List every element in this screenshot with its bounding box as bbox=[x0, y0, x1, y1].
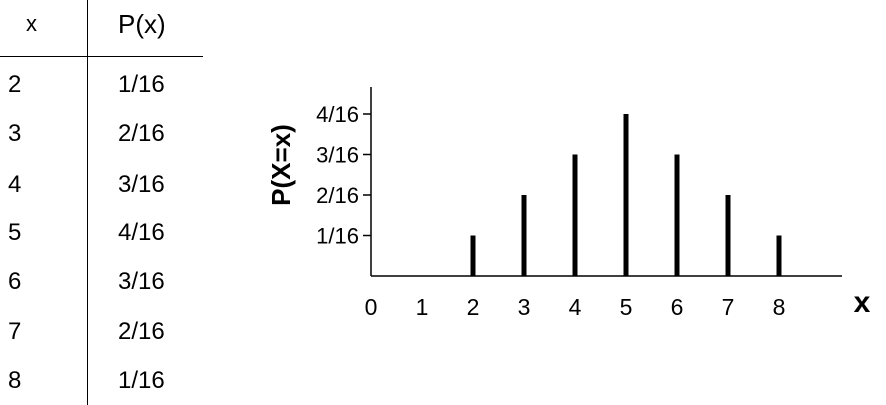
table-cell-x: 3 bbox=[8, 120, 22, 147]
x-tick-label: 2 bbox=[467, 294, 480, 320]
y-tick-label: 4/16 bbox=[316, 102, 359, 127]
table-cell-p: 2/16 bbox=[118, 318, 165, 345]
bar-x-2 bbox=[470, 235, 476, 276]
probability-table: x P(x) 2 1/16 3 2/16 4 3/16 5 4/16 6 3/1… bbox=[0, 0, 210, 405]
y-axis-label: P(X=x) bbox=[266, 124, 296, 206]
table-header-divider bbox=[0, 56, 203, 57]
x-tick-label: 6 bbox=[671, 294, 684, 320]
bar-x-7 bbox=[725, 195, 731, 276]
table-header-x: x bbox=[26, 11, 37, 36]
x-tick-label: 7 bbox=[722, 294, 735, 320]
x-tick-label: 8 bbox=[773, 294, 786, 320]
chart-bars bbox=[470, 114, 782, 276]
table-cell-x: 2 bbox=[8, 71, 22, 98]
table-cell-x: 4 bbox=[8, 171, 22, 198]
bar-x-5 bbox=[623, 114, 629, 276]
table-header-px: P(x) bbox=[118, 9, 166, 39]
table-cell-p: 3/16 bbox=[118, 171, 165, 198]
x-tick-label: 3 bbox=[518, 294, 531, 320]
table-cell-p: 2/16 bbox=[118, 120, 165, 147]
x-tick-label: 5 bbox=[620, 294, 633, 320]
y-tick-label: 2/16 bbox=[316, 183, 359, 208]
table-cell-p: 4/16 bbox=[118, 219, 165, 246]
table-cell-x: 6 bbox=[8, 268, 22, 295]
table-cell-x: 5 bbox=[8, 219, 22, 246]
y-tick-label: 3/16 bbox=[316, 143, 359, 168]
table-cell-x: 8 bbox=[8, 367, 22, 394]
table-cell-x: 7 bbox=[8, 318, 22, 345]
x-tick-label: 4 bbox=[569, 294, 582, 320]
bar-x-6 bbox=[674, 154, 680, 276]
table-cell-p: 1/16 bbox=[118, 71, 165, 98]
table-vertical-divider bbox=[87, 0, 88, 405]
x-axis-label: x bbox=[854, 286, 871, 319]
y-tick-label: 1/16 bbox=[316, 224, 359, 249]
table-cell-p: 3/16 bbox=[118, 268, 165, 295]
table-cell-p: 1/16 bbox=[118, 367, 165, 394]
bar-x-3 bbox=[521, 195, 527, 276]
x-tick-labels: 0 1 2 3 4 5 6 7 8 bbox=[365, 294, 786, 320]
bar-x-8 bbox=[776, 235, 782, 276]
x-tick-label: 1 bbox=[416, 294, 429, 320]
probability-bar-chart: 0 1 2 3 4 5 6 7 8 1/16 2/16 3/16 4/16 P(X=x) x bbox=[266, 87, 871, 320]
bar-x-4 bbox=[572, 154, 578, 276]
x-tick-label: 0 bbox=[365, 294, 378, 320]
y-tick-labels: 1/16 2/16 3/16 4/16 bbox=[316, 102, 359, 249]
chart-axes bbox=[363, 87, 842, 277]
